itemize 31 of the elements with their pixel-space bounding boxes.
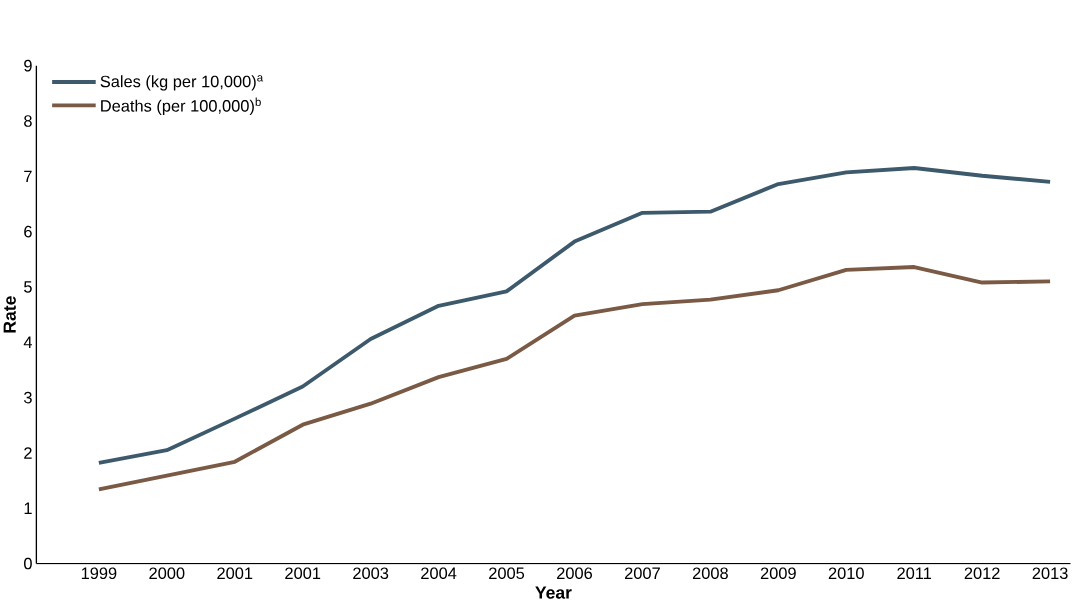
line-series [96,165,1053,465]
x-tick-label: 2008 [692,567,728,579]
y-tick-label: 9 [24,59,32,72]
x-axis-title: Year [535,586,572,599]
y-tick-label: 3 [24,391,32,404]
y-tick-label: 1 [24,502,32,514]
x-tick-label: 2000 [149,567,185,579]
x-tick-label: 2005 [489,567,525,579]
y-tick-label: 4 [23,336,33,348]
y-tick-label: 0 [24,557,32,570]
x-tick-label: 2001 [217,567,253,579]
legend-label: Deaths (per 100,000)$^{b}$ [101,97,261,115]
x-tick-label: 2003 [353,567,389,579]
x-tick-label: 2013 [1032,567,1068,579]
x-tick-label: 2001 [285,567,321,579]
y-tick-label: 2 [24,446,32,459]
x-tick-label: 2012 [964,567,1000,579]
y-tick-label: 8 [24,114,32,127]
y-tick-label: 7 [24,170,32,182]
x-tick-label: 2007 [625,567,660,579]
x-tick-label: 2004 [421,567,457,579]
line-series [96,264,1053,492]
x-tick-label: 1999 [81,567,117,579]
y-tick-label: 6 [24,225,32,238]
y-tick-label: 5 [24,281,32,293]
x-tick-label: 2011 [897,567,932,579]
x-tick-label: 2006 [557,567,593,579]
y-axis-title: Rate [3,296,16,333]
x-tick-label: 2010 [828,567,864,579]
legend-label: Sales (kg per 10,000)$^{a}$ [100,75,264,91]
x-tick-label: 2009 [760,567,796,579]
